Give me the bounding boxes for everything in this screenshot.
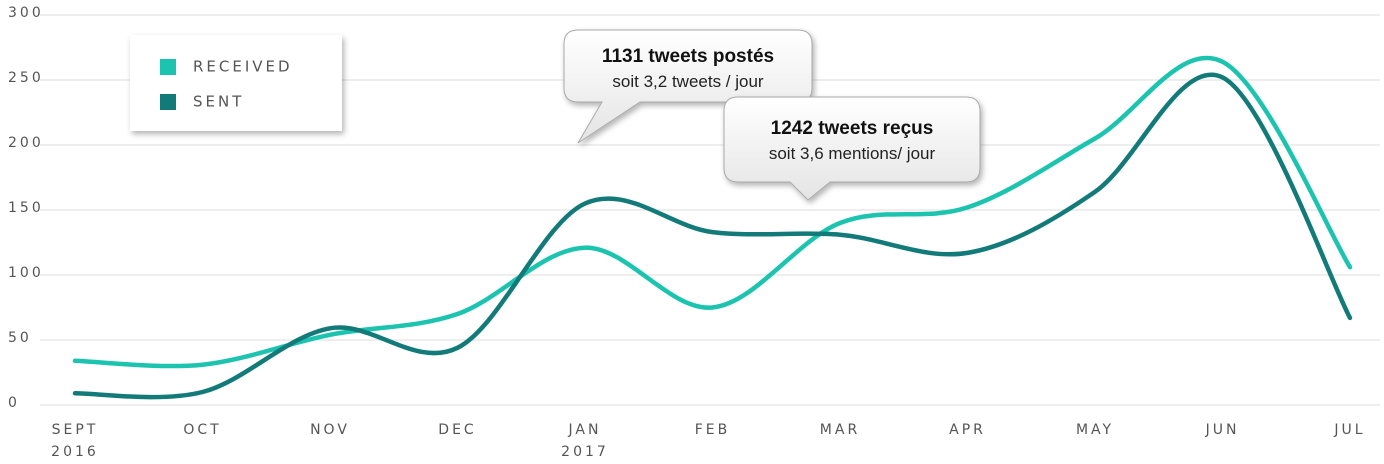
series-line (72, 72, 1353, 400)
legend-box (130, 35, 342, 131)
x-tick-label: MAY (1076, 422, 1114, 438)
callout-title: 1242 tweets reçus (771, 118, 934, 139)
y-tick-label: 200 (8, 135, 44, 151)
legend-swatch (160, 59, 176, 75)
legend-label: SENT (193, 93, 244, 111)
legend (130, 35, 342, 131)
series-line (72, 55, 1353, 369)
y-tick-label: 0 (8, 395, 20, 411)
callout: 1131 tweets postés soit 3,2 tweets / jou… (563, 29, 813, 144)
callout-text: soit 3,6 mentions/ jour (769, 144, 936, 163)
x-tick-label: JUN (1205, 422, 1240, 438)
callout-text: soit 3,2 tweets / jour (612, 72, 764, 91)
x-tick-label: OCT (183, 422, 221, 438)
x-tick-label: APR (949, 422, 986, 438)
callout-title: 1131 tweets postés (602, 46, 774, 67)
y-tick-label: 250 (8, 70, 44, 86)
callout: 1242 tweets reçus soit 3,6 mentions/ jou… (723, 96, 981, 201)
x-tick-label: MAR (820, 422, 860, 438)
lines (72, 55, 1353, 400)
x-tick-label: SEPT 2016 (51, 422, 99, 460)
x-tick-label: NOV (310, 422, 350, 438)
x-tick-label: FEB (695, 422, 731, 438)
callout-bubble (563, 29, 813, 144)
callout-bubble (723, 96, 981, 201)
legend-swatch (160, 94, 176, 110)
legend-label: RECEIVED (193, 58, 293, 76)
y-tick-label: 50 (8, 330, 32, 346)
y-tick-label: 300 (8, 5, 44, 21)
y-tick-label: 150 (8, 200, 44, 216)
x-tick-label: JUL (1333, 422, 1365, 438)
y-tick-label: 100 (8, 265, 44, 281)
x-tick-label: JAN 2017 (561, 422, 609, 460)
x-tick-label: DEC (438, 422, 476, 438)
